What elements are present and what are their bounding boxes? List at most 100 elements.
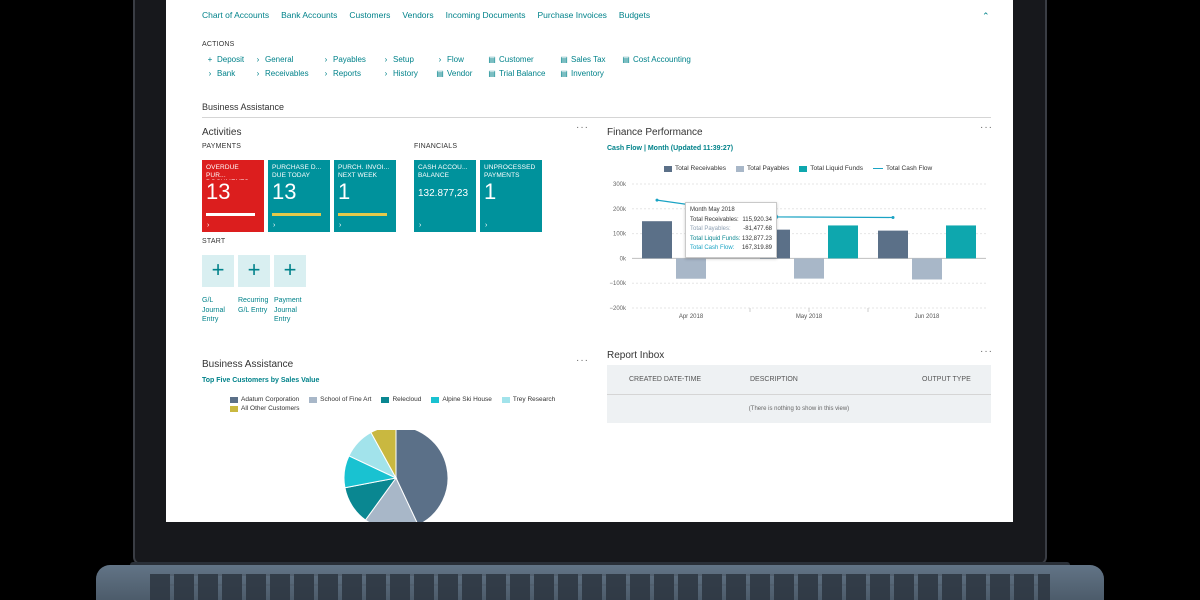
- report-icon: ▤: [488, 69, 496, 78]
- action-label: Receivables: [265, 69, 309, 78]
- start-plus-button[interactable]: +: [238, 255, 270, 287]
- action-label: Sales Tax: [571, 55, 606, 64]
- legend-label: Relecloud: [392, 396, 422, 403]
- actions-label: ACTIONS: [202, 41, 235, 48]
- inbox-more-icon[interactable]: ···: [980, 346, 993, 357]
- action-item[interactable]: › Payables: [322, 55, 366, 64]
- pie-slice[interactable]: [364, 477, 418, 522]
- action-item[interactable]: + Deposit: [206, 55, 244, 64]
- nav-bank-accounts[interactable]: Bank Accounts: [281, 10, 338, 20]
- column-created[interactable]: CREATED DATE-TIME: [629, 376, 702, 383]
- nav-vendors[interactable]: Vendors: [402, 10, 434, 20]
- action-item[interactable]: ▤ Customer: [488, 55, 533, 64]
- nav-budgets[interactable]: Budgets: [618, 10, 651, 20]
- legend-item[interactable]: Trey Research: [501, 396, 555, 403]
- action-item[interactable]: › Receivables: [254, 69, 309, 78]
- start-label-line: Journal: [274, 306, 297, 314]
- activity-tile[interactable]: CASH ACCOU... BALANCE 132.877,23 ›: [414, 160, 476, 232]
- report-icon: ▤: [436, 69, 444, 78]
- legend-label: Alpine Ski House: [442, 396, 492, 403]
- legend-item[interactable]: Relecloud: [381, 396, 421, 403]
- bar[interactable]: [946, 225, 976, 259]
- activity-tile[interactable]: PURCHASE D... DUE TODAY 13 ›: [268, 160, 330, 232]
- tile-progress-bar: [338, 213, 387, 216]
- legend-item[interactable]: Total Payables: [735, 165, 789, 172]
- tile-label: CASH ACCOU... BALANCE: [418, 164, 468, 179]
- action-label: General: [265, 55, 294, 64]
- legend-item[interactable]: Total Cash Flow: [873, 165, 932, 172]
- y-tick-label: 0k: [620, 256, 627, 262]
- action-label: Vendor: [447, 69, 473, 78]
- chevron-right-icon: ›: [485, 222, 488, 229]
- bar[interactable]: [878, 230, 908, 259]
- chevron-right-icon: ›: [339, 222, 342, 229]
- legend-item[interactable]: Total Receivables: [664, 165, 726, 172]
- bar[interactable]: [676, 258, 706, 279]
- start-item-label[interactable]: Recurring G/L Entry: [238, 296, 268, 315]
- action-item[interactable]: ▤ Sales Tax: [560, 55, 606, 64]
- cash-flow-chart: 300k 200k 100k 0k −100k −200k Apr 2018 May 2018…: [609, 182, 986, 320]
- pie-legend: Adatum Corporation School of Fine Art Rele…: [230, 396, 570, 412]
- tile-label: UNPROCESSED PAYMENTS: [484, 164, 536, 179]
- action-item[interactable]: ▤ Inventory: [560, 69, 604, 78]
- business-subtitle[interactable]: Top Five Customers by Sales Value: [202, 377, 320, 384]
- legend-item[interactable]: All Other Customers: [230, 405, 300, 412]
- legend-item[interactable]: Total Liquid Funds: [799, 165, 863, 172]
- finance-more-icon[interactable]: ···: [980, 122, 993, 133]
- start-label-line: Entry: [202, 316, 219, 323]
- action-item[interactable]: ▤ Cost Accounting: [622, 55, 691, 64]
- finance-subtitle[interactable]: Cash Flow | Month (Updated 11:39:27): [607, 145, 734, 152]
- bar[interactable]: [828, 225, 858, 259]
- action-label: Setup: [393, 55, 414, 64]
- business-more-icon[interactable]: ···: [576, 355, 589, 366]
- bar[interactable]: [642, 221, 672, 259]
- legend-item[interactable]: Adatum Corporation: [230, 396, 299, 403]
- action-item[interactable]: ▤ Vendor: [436, 69, 472, 78]
- action-item[interactable]: › Bank: [206, 69, 236, 78]
- action-item[interactable]: › Flow: [436, 55, 464, 64]
- collapse-chevron-icon[interactable]: ⌃: [982, 11, 990, 21]
- pie-slice[interactable]: [395, 430, 449, 522]
- chevron-right-icon: ›: [324, 69, 328, 78]
- top-nav: Chart of Accounts Bank Accounts Customer…: [202, 10, 650, 22]
- bar[interactable]: [912, 258, 942, 280]
- column-output-type[interactable]: OUTPUT TYPE: [922, 376, 971, 383]
- financials-label: FINANCIALS: [414, 143, 458, 150]
- legend-item[interactable]: Alpine Ski House: [431, 396, 492, 403]
- activity-tile[interactable]: OVERDUE PUR... DOCUMENTS13 ›: [202, 160, 264, 232]
- action-item[interactable]: › History: [382, 69, 418, 78]
- bar[interactable]: [794, 258, 824, 279]
- activities-more-icon[interactable]: ···: [576, 122, 589, 133]
- business-title: Business Assistance: [202, 359, 294, 370]
- activity-tile[interactable]: PURCH. INVOI... NEXT WEEK 1 ›: [334, 160, 396, 232]
- tile-value: 13: [206, 179, 231, 204]
- x-tick-label: Jun 2018: [915, 314, 940, 320]
- activity-tile[interactable]: UNPROCESSED PAYMENTS 1 ›: [480, 160, 542, 232]
- nav-chart-of-accounts[interactable]: Chart of Accounts: [202, 10, 270, 20]
- action-item[interactable]: › Reports: [322, 69, 361, 78]
- nav-purchase-invoices[interactable]: Purchase Invoices: [537, 10, 607, 20]
- legend-item[interactable]: School of Fine Art: [309, 396, 371, 403]
- tooltip-title: Month May 2018: [690, 207, 735, 213]
- start-item-label[interactable]: Payment Journal Entry: [274, 296, 302, 325]
- start-plus-button[interactable]: +: [202, 255, 234, 287]
- x-tick-label: May 2018: [796, 314, 823, 320]
- tooltip-row: Total Payables: -81,477.68: [690, 226, 772, 232]
- legend-label: School of Fine Art: [320, 396, 372, 403]
- line-point[interactable]: [891, 215, 895, 219]
- start-plus-button[interactable]: +: [274, 255, 306, 287]
- legend-swatch: [799, 165, 808, 172]
- line-point[interactable]: [655, 198, 659, 202]
- chevron-right-icon: ›: [256, 69, 260, 78]
- pie-slice[interactable]: [370, 430, 397, 479]
- action-item[interactable]: › Setup: [382, 55, 414, 64]
- action-item[interactable]: ▤ Trial Balance: [488, 69, 545, 78]
- start-item-label[interactable]: G/L Journal Entry: [202, 296, 225, 325]
- action-item[interactable]: › General: [254, 55, 294, 64]
- column-description[interactable]: DESCRIPTION: [750, 376, 798, 383]
- plus-icon: +: [207, 55, 213, 64]
- screen: Chart of Accounts Bank Accounts Customer…: [166, 0, 1013, 522]
- nav-incoming-documents[interactable]: Incoming Documents: [445, 10, 526, 20]
- nav-customers[interactable]: Customers: [349, 10, 391, 20]
